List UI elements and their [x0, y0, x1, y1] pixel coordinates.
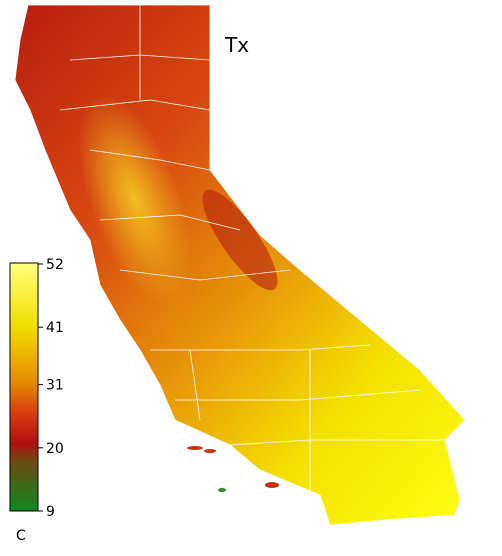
colorbar-tick-label: 9 — [46, 504, 55, 520]
colorbar-tick-label: 41 — [46, 320, 64, 336]
island — [218, 488, 226, 492]
colorbar-tick-label: 52 — [46, 257, 64, 273]
colorbar — [9, 262, 39, 512]
island — [187, 446, 203, 450]
california — [14, 4, 466, 526]
island — [204, 449, 216, 453]
mountains — [202, 189, 278, 291]
colorbar-tick-label: 31 — [46, 378, 64, 394]
county-lines — [59, 5, 450, 520]
map-title: Tx — [224, 33, 249, 57]
colorbar-unit: C — [16, 528, 26, 544]
island — [265, 482, 279, 488]
colorbar-tick-label: 20 — [46, 441, 64, 457]
central-valley — [78, 95, 192, 305]
